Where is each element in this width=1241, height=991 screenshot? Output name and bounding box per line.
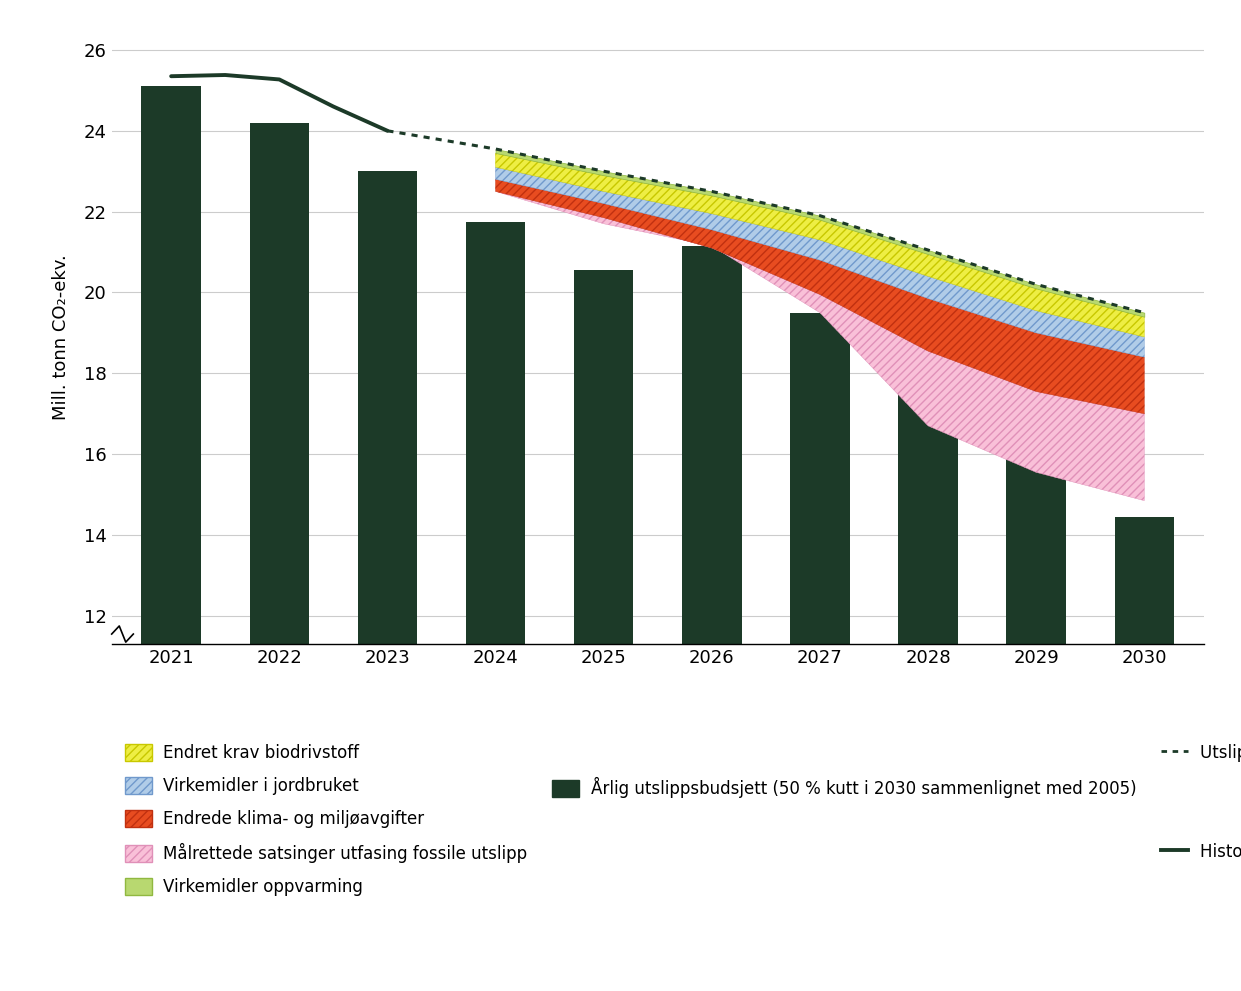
- Bar: [357, 171, 417, 991]
- Legend: Endret krav biodrivstoff, Virkemidler i jordbruket, Endrede klima- og miljøavgif: Endret krav biodrivstoff, Virkemidler i …: [120, 738, 1241, 901]
- Bar: [791, 313, 850, 991]
- Bar: [1114, 517, 1174, 991]
- Bar: [465, 222, 525, 991]
- Y-axis label: Mill. tonn CO₂-ekv.: Mill. tonn CO₂-ekv.: [52, 254, 69, 420]
- Bar: [573, 271, 633, 991]
- Bar: [898, 382, 958, 991]
- Bar: [1006, 450, 1066, 991]
- Bar: [249, 123, 309, 991]
- Bar: [141, 86, 201, 991]
- Bar: [683, 246, 742, 991]
